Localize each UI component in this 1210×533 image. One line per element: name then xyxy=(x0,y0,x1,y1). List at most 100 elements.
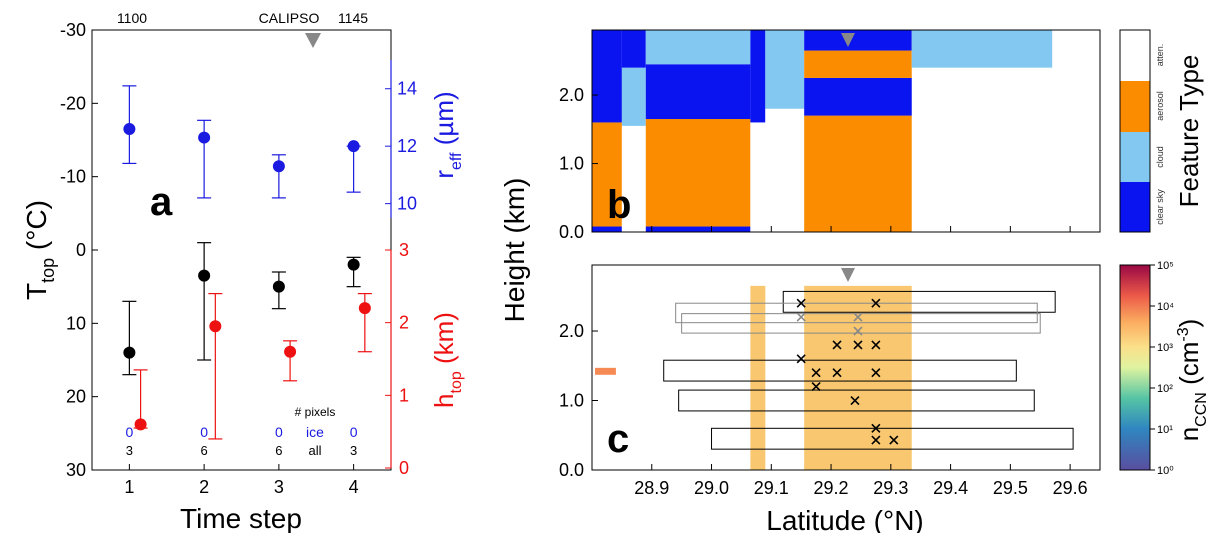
c-x-tick-label: 29.0 xyxy=(694,478,729,498)
pixel-count-ice: 0 xyxy=(275,424,283,440)
feature-cell-clear-sky xyxy=(592,226,622,232)
sample-point-cross xyxy=(796,354,806,364)
top-label-1100: 1100 xyxy=(117,10,147,26)
h_top-point xyxy=(284,345,297,358)
x-tick-label: 4 xyxy=(349,477,359,497)
x-axis-label-latitude: Latitude (°N) xyxy=(766,505,924,533)
reff-tick-label: 12 xyxy=(397,136,417,156)
T_top-point xyxy=(123,346,136,359)
sample-box xyxy=(675,302,1038,324)
pixel-count-all: 6 xyxy=(275,443,282,458)
feature-type-colorbar: clear sky cloud aerosol atten. Feature T… xyxy=(1119,29,1204,233)
feature-cell-cloud xyxy=(621,67,646,126)
left-tick-label: -20 xyxy=(60,93,86,113)
feature-cell-clear-sky xyxy=(645,64,751,120)
b-y-tick-label: 1.0 xyxy=(559,154,584,174)
sample-point-cross xyxy=(796,312,806,322)
T_top-point xyxy=(272,280,285,293)
panel-b-y-ticks: 0.0 1.0 2.0 xyxy=(559,85,598,242)
ccn-colorbar-ticks: 10⁰ 10¹ 10² 10³ 10⁴ 10⁵ xyxy=(1150,260,1174,477)
sample-point-cross xyxy=(871,368,881,378)
panel-c-y-ticks: 0.0 1.0 2.0 xyxy=(559,321,598,480)
sample-point-cross xyxy=(871,435,881,445)
left-tick-label: 30 xyxy=(66,460,86,480)
panel-c-x-ticks: 28.9 29.0 29.1 29.2 29.3 29.4 29.5 29.6 xyxy=(634,464,1088,498)
c-y-tick-label: 1.0 xyxy=(559,391,584,411)
feature-cell-attenuated xyxy=(750,122,766,232)
c-x-tick-label: 29.6 xyxy=(1053,478,1088,498)
sample-point-cross xyxy=(850,395,860,406)
feature-cell-clear-sky xyxy=(621,30,646,68)
colorbar-aerosol xyxy=(1120,81,1150,132)
left-tick-label: -10 xyxy=(60,167,86,187)
feature-cell-aerosol xyxy=(645,119,751,227)
feature-cell-attenuated xyxy=(765,108,805,232)
sample-point-cross xyxy=(853,340,863,350)
h_top-point xyxy=(209,320,222,333)
htop-tick-label: 2 xyxy=(399,313,409,333)
feature-cell-clear-sky xyxy=(750,30,766,123)
panel-b-frame xyxy=(591,29,1101,233)
panel-a-marks xyxy=(122,85,372,440)
r_eff-point xyxy=(123,122,136,135)
colorbar-title-feature-type: Feature Type xyxy=(1174,55,1204,208)
ccn-colorbar-tick-label: 10² xyxy=(1157,383,1173,395)
x-ticks: 1 2 3 4 xyxy=(124,464,359,497)
htop-tick-label: 0 xyxy=(399,458,409,478)
sample-point-cross xyxy=(853,326,863,336)
reff-ticks: 10 12 14 xyxy=(385,79,417,214)
colorbar-cloud xyxy=(1120,132,1150,182)
panel-b: 0.0 1.0 2.0 b clear sky cloud aerosol atte… xyxy=(559,29,1204,242)
panel-label-a: a xyxy=(150,180,173,224)
c-y-tick-label: 0.0 xyxy=(559,460,584,480)
feature-cell-clear-sky xyxy=(592,30,622,123)
colorbar-label-cloud: cloud xyxy=(1155,146,1165,168)
htop-tick-label: 3 xyxy=(399,240,409,260)
ccn-colorbar-tick-label: 10⁴ xyxy=(1157,301,1174,313)
sample-point-cross xyxy=(811,368,821,378)
panel-c: 0.0 1.0 2.0 28.9 29.0 29.1 29.2 29.3 29.4 29.5 29… xyxy=(499,178,1210,533)
x-tick-label: 2 xyxy=(199,477,209,497)
sample-box xyxy=(711,427,1074,450)
left-tick-label: 0 xyxy=(76,240,86,260)
left-ticks: -30 -20 -10 0 10 20 30 xyxy=(60,20,98,480)
sample-point-cross xyxy=(811,382,821,392)
c-x-tick-label: 29.1 xyxy=(754,478,789,498)
feature-cell-cloud xyxy=(911,30,1053,68)
htop-tick-label: 1 xyxy=(399,385,409,405)
sample-box xyxy=(678,389,1035,412)
h_top-point xyxy=(358,302,371,315)
pixels-ice-label: ice xyxy=(306,424,324,440)
pixel-count-all: 3 xyxy=(350,443,357,458)
y-axis-label-height: Height (km) xyxy=(499,178,530,323)
feature-cell-attenuated xyxy=(621,125,646,232)
c-x-tick-label: 29.3 xyxy=(873,478,908,498)
panel-label-b: b xyxy=(607,183,631,227)
panel-a-frame xyxy=(91,29,392,471)
sample-point-cross xyxy=(871,423,881,433)
r_eff-point xyxy=(347,140,360,153)
panel-label-c: c xyxy=(607,417,629,461)
sample-point-cross xyxy=(853,312,863,322)
b-y-tick-label: 2.0 xyxy=(559,85,584,105)
sample-box xyxy=(663,359,1017,382)
left-tick-label: 10 xyxy=(66,313,86,333)
x-tick-label: 3 xyxy=(274,477,284,497)
T_top-point xyxy=(347,258,360,271)
colorbar-label-aerosol: aerosol xyxy=(1155,91,1165,121)
y-axis-label-htop: htop (km) xyxy=(429,312,465,408)
x-tick-label: 1 xyxy=(124,477,134,497)
colorbar-label-clear-sky: clear sky xyxy=(1155,189,1165,225)
sample-point-cross xyxy=(796,298,806,308)
sample-point-cross xyxy=(832,368,842,378)
htop-ticks: 0 1 2 3 xyxy=(385,240,409,478)
sample-point-cross xyxy=(871,340,881,350)
ccn-colorbar xyxy=(1119,264,1151,471)
panel-c-frame xyxy=(591,264,1101,471)
r_eff-point xyxy=(198,131,211,144)
colorbar-label-attenuated: atten. xyxy=(1155,44,1165,67)
calipso-marker-c-icon xyxy=(841,268,855,282)
feature-cell-cloud xyxy=(765,30,805,109)
